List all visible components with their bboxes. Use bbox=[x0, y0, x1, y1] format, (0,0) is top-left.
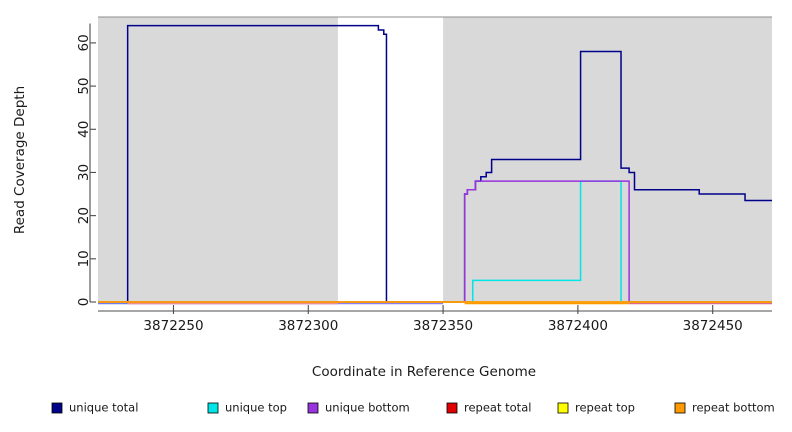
x-tick-label-3872350: 3872350 bbox=[413, 318, 473, 334]
legend-label-repeat-total: repeat total bbox=[464, 401, 531, 415]
y-tick-label-30: 30 bbox=[76, 164, 92, 181]
legend-swatch-repeat-bottom bbox=[674, 402, 686, 414]
legend-label-repeat-top: repeat top bbox=[575, 401, 635, 415]
legend-label-unique-bottom: unique bottom bbox=[325, 401, 410, 415]
x-tick-label-3872250: 3872250 bbox=[143, 318, 203, 334]
y-tick-label-40: 40 bbox=[76, 121, 92, 138]
legend-label-unique-total: unique total bbox=[69, 401, 138, 415]
x-axis: 3872250 3872300 3872350 3872400 3872450 bbox=[98, 305, 772, 334]
y-tick-label-20: 20 bbox=[76, 207, 92, 224]
x-tick-label-3872300: 3872300 bbox=[278, 318, 338, 334]
x-tick-label-3872450: 3872450 bbox=[683, 318, 743, 334]
legend-swatch-unique-top bbox=[207, 402, 219, 414]
y-axis: 0 10 20 30 40 50 60 bbox=[76, 23, 96, 306]
series-group bbox=[98, 24, 772, 303]
legend: unique total unique top unique bottom repea… bbox=[51, 401, 775, 415]
shaded-region-0 bbox=[98, 17, 338, 302]
x-tick-label-3872400: 3872400 bbox=[548, 318, 608, 334]
legend-swatch-unique-total bbox=[51, 402, 63, 414]
y-tick-label-10: 10 bbox=[76, 250, 92, 267]
series-unique-top bbox=[98, 180, 772, 303]
series-unique-total bbox=[98, 24, 772, 303]
x-axis-label: Coordinate in Reference Genome bbox=[312, 364, 536, 380]
legend-label-repeat-bottom: repeat bottom bbox=[692, 401, 775, 415]
legend-swatch-repeat-top bbox=[557, 402, 569, 414]
legend-swatch-repeat-total bbox=[446, 402, 458, 414]
y-tick-label-60: 60 bbox=[76, 34, 92, 51]
legend-swatch-unique-bottom bbox=[307, 402, 319, 414]
legend-label-unique-top: unique top bbox=[225, 401, 287, 415]
y-tick-label-50: 50 bbox=[76, 77, 92, 94]
y-axis-label: Read Coverage Depth bbox=[12, 86, 28, 234]
y-tick-label-0: 0 bbox=[76, 298, 92, 307]
